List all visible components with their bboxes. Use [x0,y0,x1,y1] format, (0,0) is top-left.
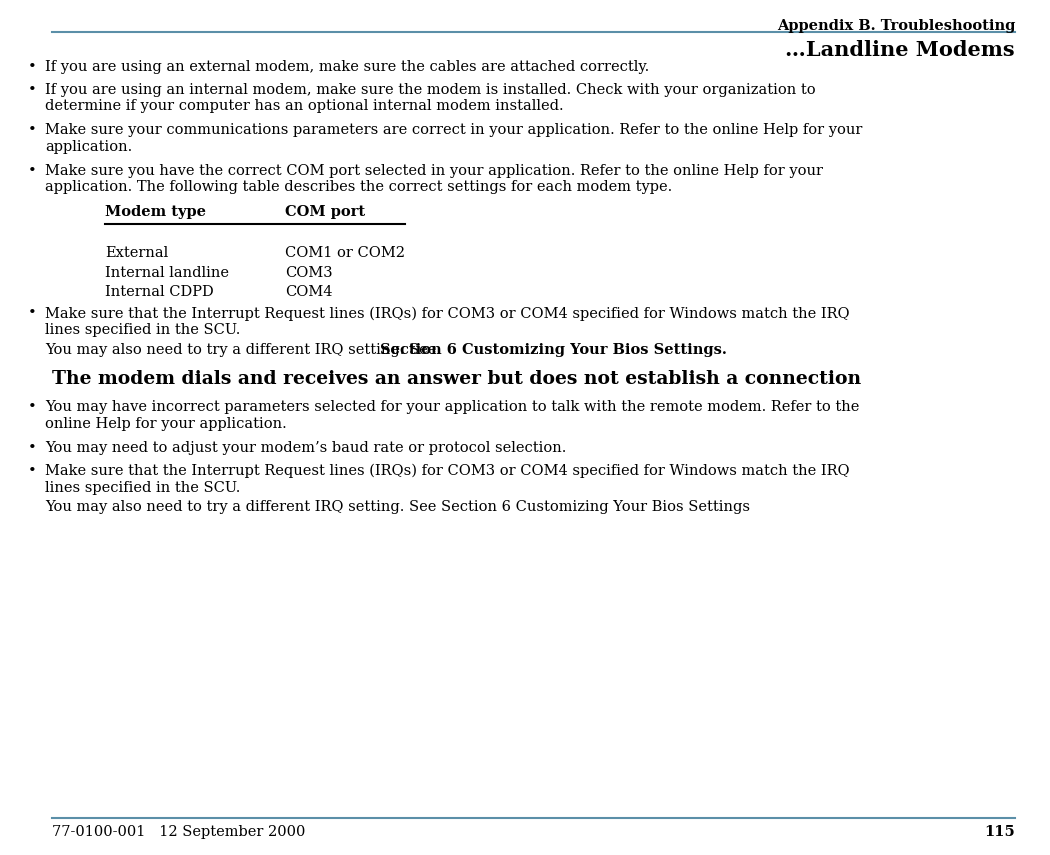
Text: You may have incorrect parameters selected for your application to talk with the: You may have incorrect parameters select… [45,400,859,431]
Text: External: External [105,246,168,261]
Text: Make sure your communications parameters are correct in your application. Refer : Make sure your communications parameters… [45,123,862,154]
Text: •: • [28,400,37,415]
Text: Make sure that the Interrupt Request lines (IRQs) for COM3 or COM4 specified for: Make sure that the Interrupt Request lin… [45,464,849,494]
Text: If you are using an external modem, make sure the cables are attached correctly.: If you are using an external modem, make… [45,60,649,74]
Text: If you are using an internal modem, make sure the modem is installed. Check with: If you are using an internal modem, make… [45,83,816,113]
Text: COM4: COM4 [285,286,333,299]
Text: •: • [28,164,37,178]
Text: Section 6 Customizing Your Bios Settings.: Section 6 Customizing Your Bios Settings… [380,343,727,357]
Text: 115: 115 [984,825,1015,839]
Text: Modem type: Modem type [105,205,206,220]
Text: •: • [28,123,37,138]
Text: •: • [28,441,37,455]
Text: Appendix B. Troubleshooting: Appendix B. Troubleshooting [777,19,1015,33]
Text: •: • [28,83,37,97]
Text: Internal CDPD: Internal CDPD [105,286,214,299]
Text: You may need to adjust your modem’s baud rate or protocol selection.: You may need to adjust your modem’s baud… [45,441,566,455]
Text: •: • [28,306,37,321]
Text: Make sure you have the correct COM port selected in your application. Refer to t: Make sure you have the correct COM port … [45,164,823,194]
Text: You may also need to try a different IRQ setting. See: You may also need to try a different IRQ… [45,343,441,357]
Text: …Landline Modems: …Landline Modems [785,40,1015,60]
Text: Internal landline: Internal landline [105,266,229,280]
Text: COM3: COM3 [285,266,333,280]
Text: •: • [28,464,37,478]
Text: COM port: COM port [285,205,365,220]
Text: •: • [28,60,37,74]
Text: COM1 or COM2: COM1 or COM2 [285,246,405,261]
Text: Make sure that the Interrupt Request lines (IRQs) for COM3 or COM4 specified for: Make sure that the Interrupt Request lin… [45,306,849,337]
Text: You may also need to try a different IRQ setting. See Section 6 Customizing Your: You may also need to try a different IRQ… [45,500,750,515]
Text: 77-0100-001   12 September 2000: 77-0100-001 12 September 2000 [52,825,306,839]
Text: The modem dials and receives an answer but does not establish a connection: The modem dials and receives an answer b… [52,370,861,388]
